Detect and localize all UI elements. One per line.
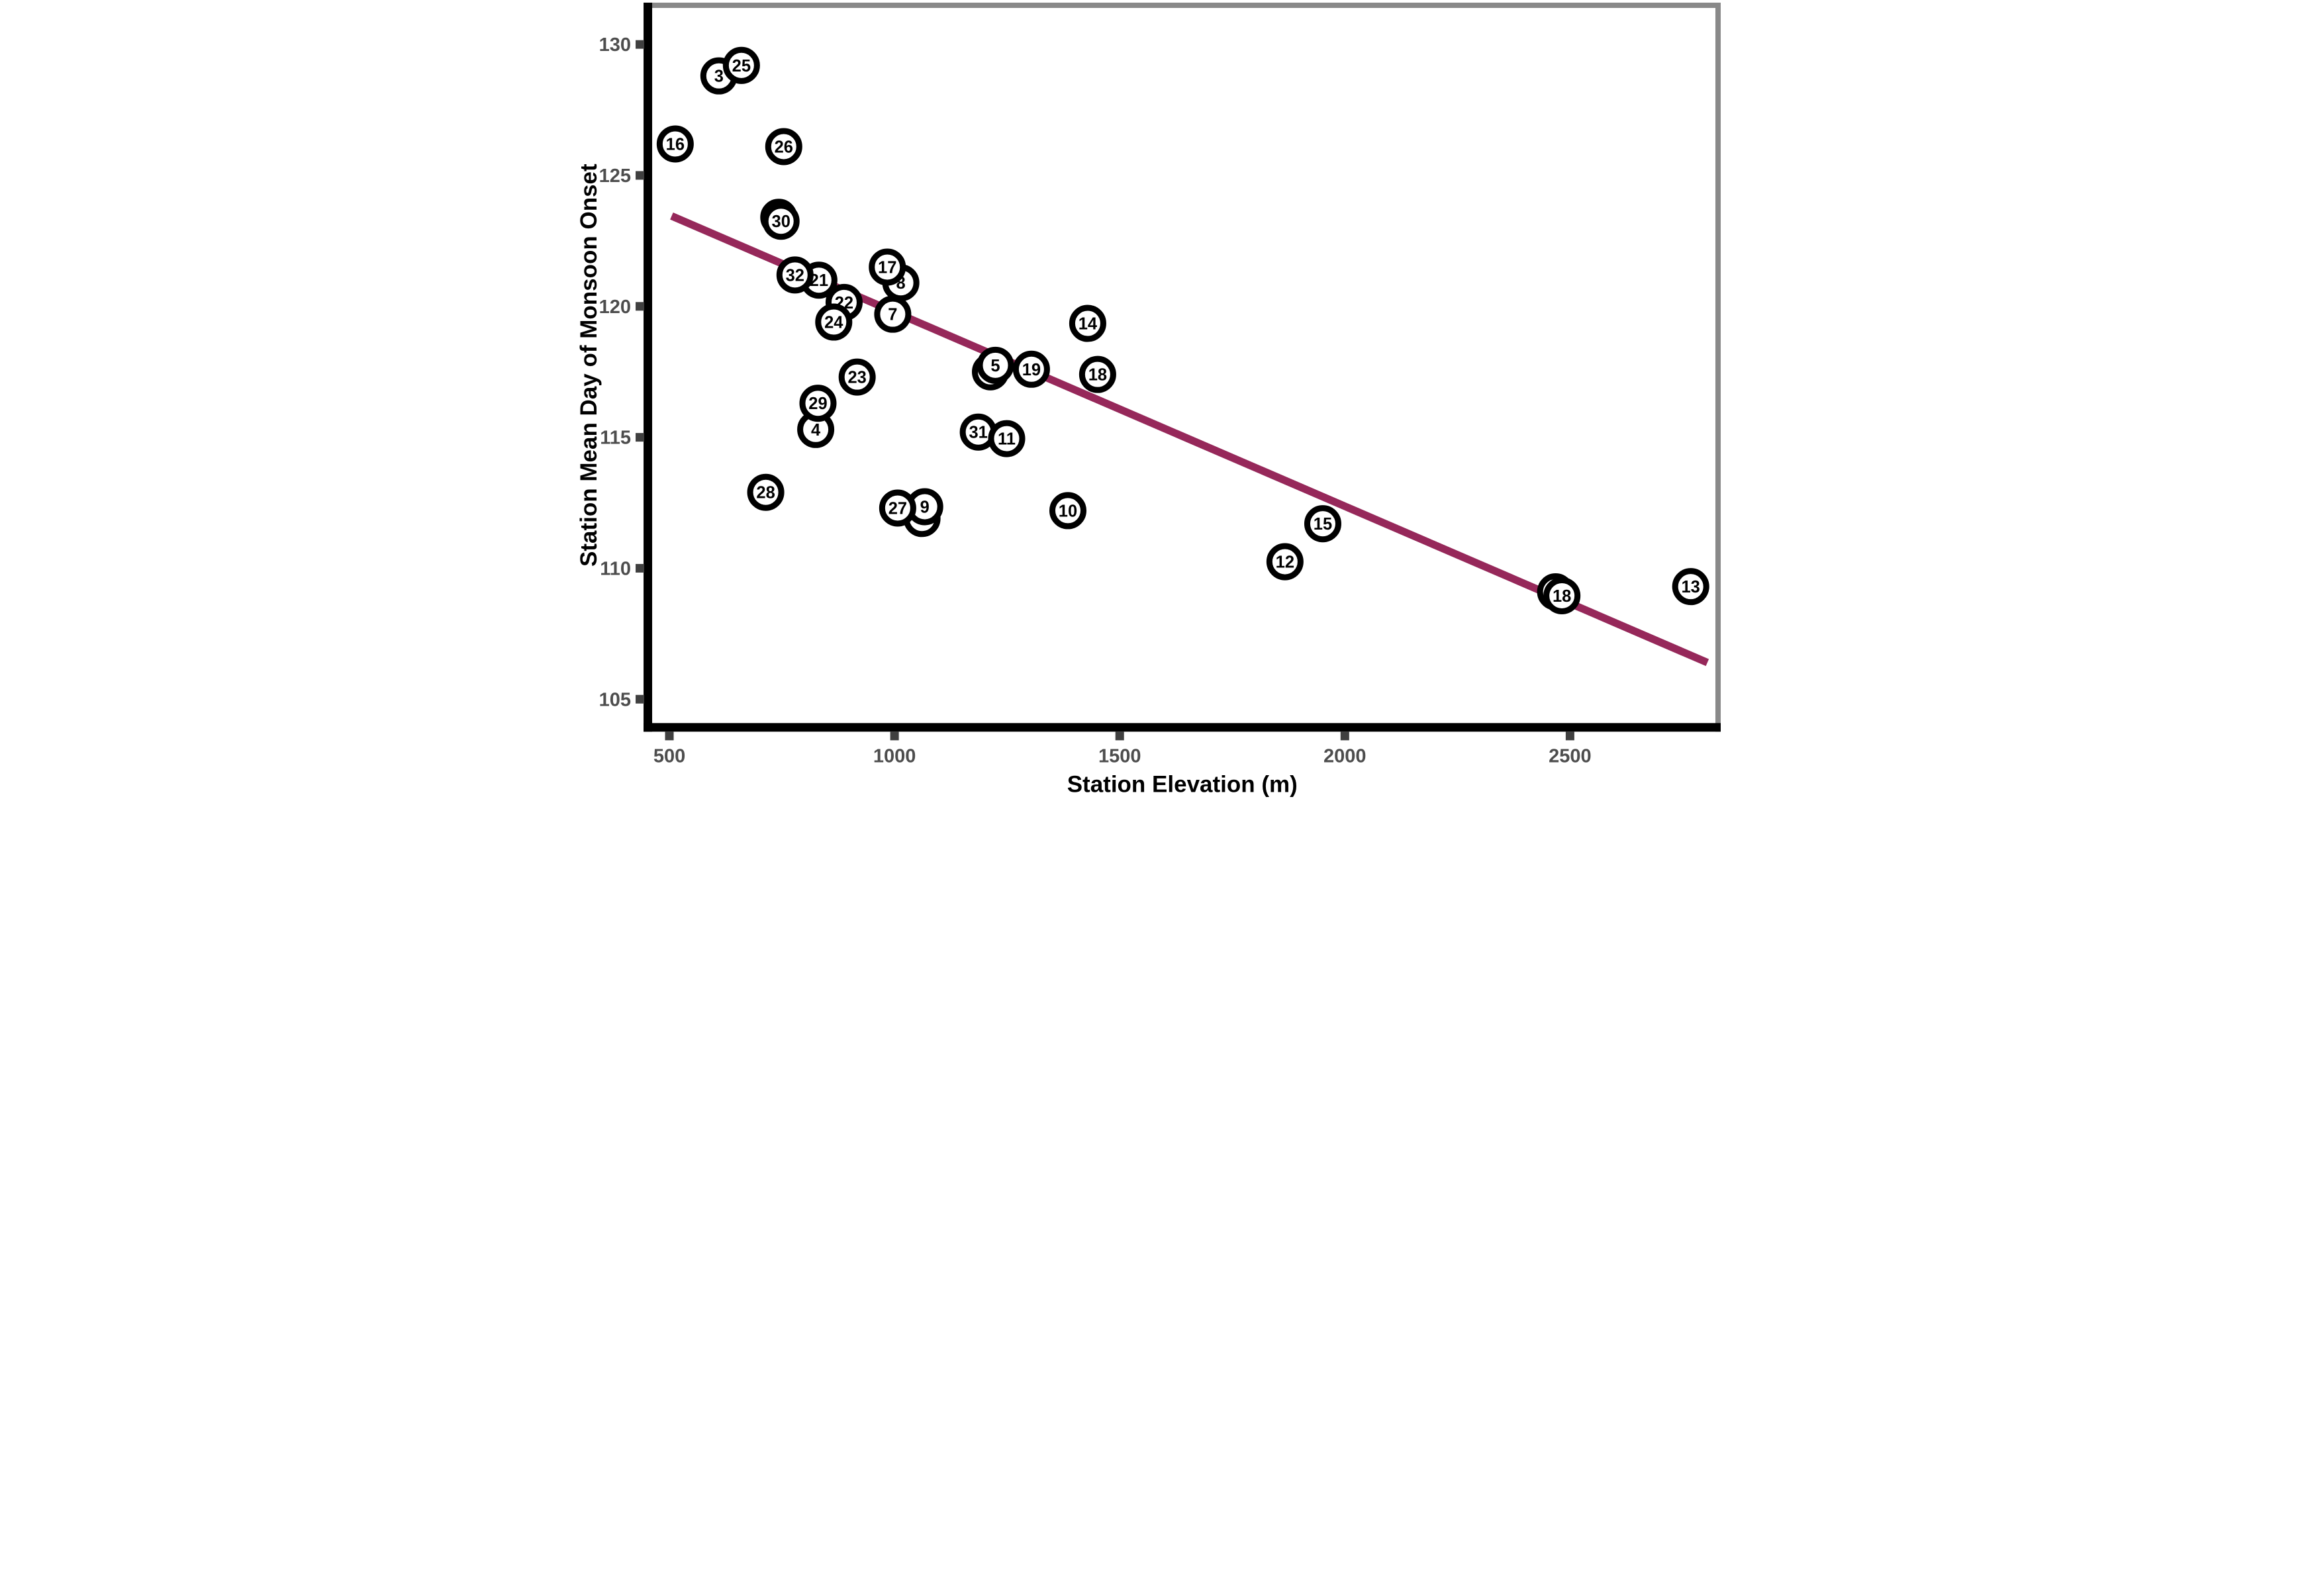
station-circle-19 [1012, 350, 1050, 388]
data-point-17: 17 [869, 248, 906, 286]
x-axis-title: Station Elevation (m) [1067, 771, 1298, 797]
station-circle-13 [1672, 568, 1709, 606]
panel-border-right [1715, 3, 1721, 732]
station-circle-26 [765, 128, 802, 165]
data-point-10: 10 [1049, 492, 1087, 530]
station-circle-17 [869, 248, 906, 286]
y-tick-label-120: 120 [599, 297, 631, 318]
y-tick-label-110: 110 [600, 558, 631, 579]
station-circle-27 [879, 489, 916, 527]
data-point-32: 32 [776, 256, 814, 294]
data-point-23: 23 [838, 358, 876, 396]
data-point-30: 30 [762, 203, 800, 240]
station-circle-16 [656, 125, 694, 163]
x-tick-label-2500: 2500 [1549, 745, 1592, 767]
station-circle-23 [838, 358, 876, 396]
station-circle-18 [1079, 355, 1116, 393]
x-tick-mark-1500 [1115, 731, 1124, 741]
x-tick-mark-2000 [1340, 731, 1349, 741]
station-circle-32 [776, 256, 814, 294]
data-point-16: 16 [656, 125, 694, 163]
y-tick-label-115: 115 [600, 428, 631, 449]
x-tick-mark-2500 [1565, 731, 1574, 741]
data-point-13: 13 [1672, 568, 1709, 606]
y-tick-mark-125 [636, 171, 645, 180]
data-point-27: 27 [879, 489, 916, 527]
data-point-26: 26 [765, 128, 802, 165]
y-axis-ticks: 105 110 115 120 125 130 [599, 34, 645, 710]
data-point-28: 28 [747, 473, 785, 511]
y-tick-mark-120 [636, 302, 645, 311]
y-tick-mark-130 [636, 40, 645, 49]
data-point-11: 11 [988, 420, 1026, 457]
x-tick-mark-1000 [890, 731, 899, 741]
y-tick-mark-105 [636, 694, 645, 704]
data-point-24: 24 [815, 303, 853, 341]
station-circle-11 [988, 420, 1026, 457]
x-tick-label-500: 500 [653, 745, 685, 767]
data-point-29: 29 [799, 385, 837, 422]
data-point-19: 19 [1012, 350, 1050, 388]
station-circle-7 [874, 295, 912, 333]
data-point-18: 18 [1079, 355, 1116, 393]
station-circle-30 [762, 203, 800, 240]
y-axis-title: Station Mean Day of Monsoon Onset [576, 164, 602, 567]
x-axis-ticks: 500 1000 1500 2000 2500 [653, 731, 1592, 767]
x-tick-label-1500: 1500 [1098, 745, 1141, 767]
panel-border-top [644, 3, 1721, 9]
station-circle-24 [815, 303, 853, 341]
x-tick-mark-500 [665, 731, 674, 741]
data-point-18: 18 [1543, 577, 1581, 614]
station-circle-25 [722, 46, 760, 84]
y-tick-label-130: 130 [599, 34, 631, 56]
data-point-15: 15 [1304, 505, 1341, 543]
y-tick-mark-110 [636, 563, 645, 573]
y-tick-label-105: 105 [599, 689, 631, 710]
station-circle-5 [977, 346, 1014, 384]
station-circle-18 [1543, 577, 1581, 614]
data-points: 2303251626213222248177144292328151918311… [656, 46, 1709, 614]
x-tick-label-2000: 2000 [1323, 745, 1367, 767]
data-point-14: 14 [1069, 305, 1106, 342]
station-circle-12 [1266, 543, 1304, 581]
x-tick-label-1000: 1000 [873, 745, 916, 767]
station-circle-14 [1069, 305, 1106, 342]
y-tick-label-125: 125 [599, 165, 631, 187]
data-point-25: 25 [722, 46, 760, 84]
data-point-7: 7 [874, 295, 912, 333]
data-point-12: 12 [1266, 543, 1304, 581]
x-axis-line [644, 723, 1721, 732]
station-circle-15 [1304, 505, 1341, 543]
station-circle-28 [747, 473, 785, 511]
station-circle-10 [1049, 492, 1087, 530]
station-circle-29 [799, 385, 837, 422]
y-axis-line [644, 3, 653, 732]
data-point-5: 5 [977, 346, 1014, 384]
y-tick-mark-115 [636, 433, 645, 442]
